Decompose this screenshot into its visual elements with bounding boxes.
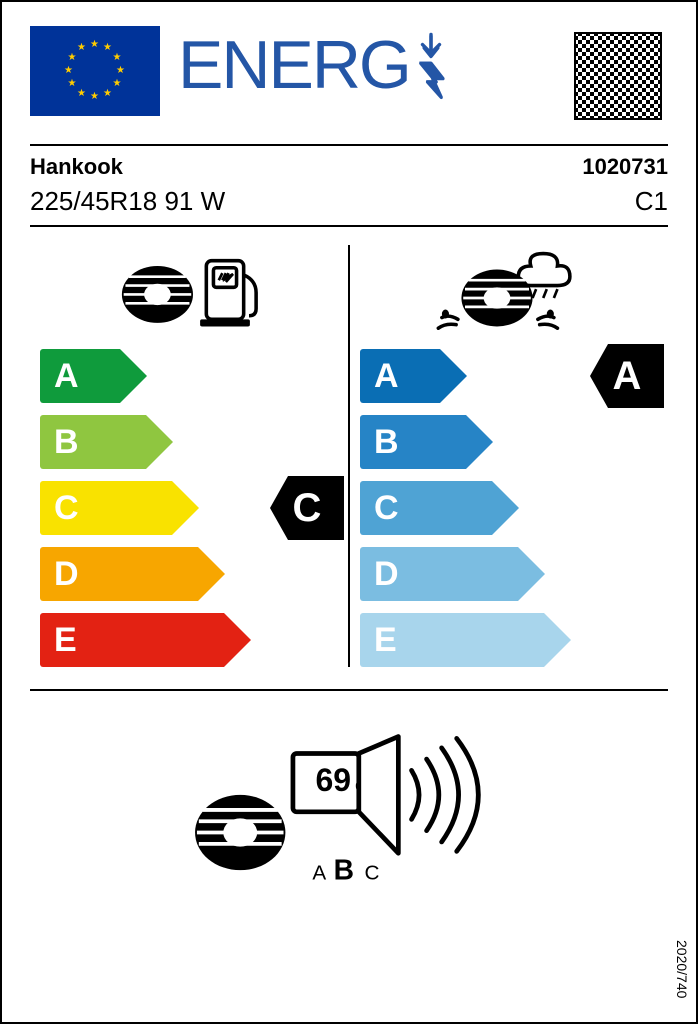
eu-tyre-label: ★★★★★★★★★★★★ ENERG Hankook 1020731 225/4… bbox=[0, 0, 698, 1024]
rating-row-b: B bbox=[40, 415, 338, 469]
fuel-efficiency-column: ABCCDE bbox=[30, 245, 348, 667]
energy-title: ENERG bbox=[178, 26, 550, 104]
lightning-bolt-icon bbox=[414, 30, 448, 100]
selected-rating-badge: C bbox=[270, 476, 344, 540]
tire-class: C1 bbox=[635, 186, 668, 217]
fuel-efficiency-icon bbox=[40, 245, 338, 335]
label-header: ★★★★★★★★★★★★ ENERG bbox=[30, 26, 668, 126]
rating-row-e: E bbox=[360, 613, 658, 667]
noise-icon: 69 dB ABC bbox=[180, 729, 519, 889]
wet-grip-icon bbox=[360, 245, 658, 335]
rating-row-c: CC bbox=[40, 481, 338, 535]
wet-grip-scale: AA BCDE bbox=[360, 349, 658, 667]
wet-grip-column: AABCDE bbox=[348, 245, 668, 667]
tire-spec: 225/45R18 91 W bbox=[30, 186, 225, 217]
rating-arrow-label: B bbox=[360, 415, 466, 469]
noise-section: 69 dB ABC bbox=[30, 709, 668, 909]
eu-flag-icon: ★★★★★★★★★★★★ bbox=[30, 26, 160, 116]
energy-word: ENERG bbox=[178, 26, 410, 104]
selected-rating-badge: A bbox=[590, 344, 664, 408]
svg-text:69: 69 bbox=[315, 762, 351, 798]
rating-arrow-label: C bbox=[360, 481, 492, 535]
qr-code-icon bbox=[568, 26, 668, 126]
fuel-efficiency-scale: AB CC DE bbox=[40, 349, 338, 667]
rating-arrow-label: A bbox=[360, 349, 440, 403]
rating-arrow-label: D bbox=[360, 547, 518, 601]
svg-text:A: A bbox=[312, 862, 326, 885]
rating-row-a: AA bbox=[360, 349, 658, 403]
rating-columns: ABCCDE bbox=[30, 225, 668, 691]
svg-text:C: C bbox=[364, 862, 379, 885]
rating-row-c: C bbox=[360, 481, 658, 535]
rating-row-a: A bbox=[40, 349, 338, 403]
rating-row-b: B bbox=[360, 415, 658, 469]
rating-row-e: E bbox=[40, 613, 338, 667]
regulation-reference: 2020/740 bbox=[674, 940, 690, 998]
rating-arrow-label: C bbox=[40, 481, 172, 535]
rating-arrow-label: A bbox=[40, 349, 120, 403]
rating-arrow-label: B bbox=[40, 415, 146, 469]
rating-arrow-label: E bbox=[360, 613, 544, 667]
rating-row-d: D bbox=[360, 547, 658, 601]
rating-arrow-label: D bbox=[40, 547, 198, 601]
rating-row-d: D bbox=[40, 547, 338, 601]
spec-row: 225/45R18 91 W C1 bbox=[30, 186, 668, 217]
product-code: 1020731 bbox=[582, 154, 668, 180]
brand-row: Hankook 1020731 bbox=[30, 154, 668, 180]
rating-arrow-label: E bbox=[40, 613, 224, 667]
divider-top bbox=[30, 144, 668, 146]
brand-name: Hankook bbox=[30, 154, 123, 180]
svg-text:B: B bbox=[333, 854, 353, 886]
